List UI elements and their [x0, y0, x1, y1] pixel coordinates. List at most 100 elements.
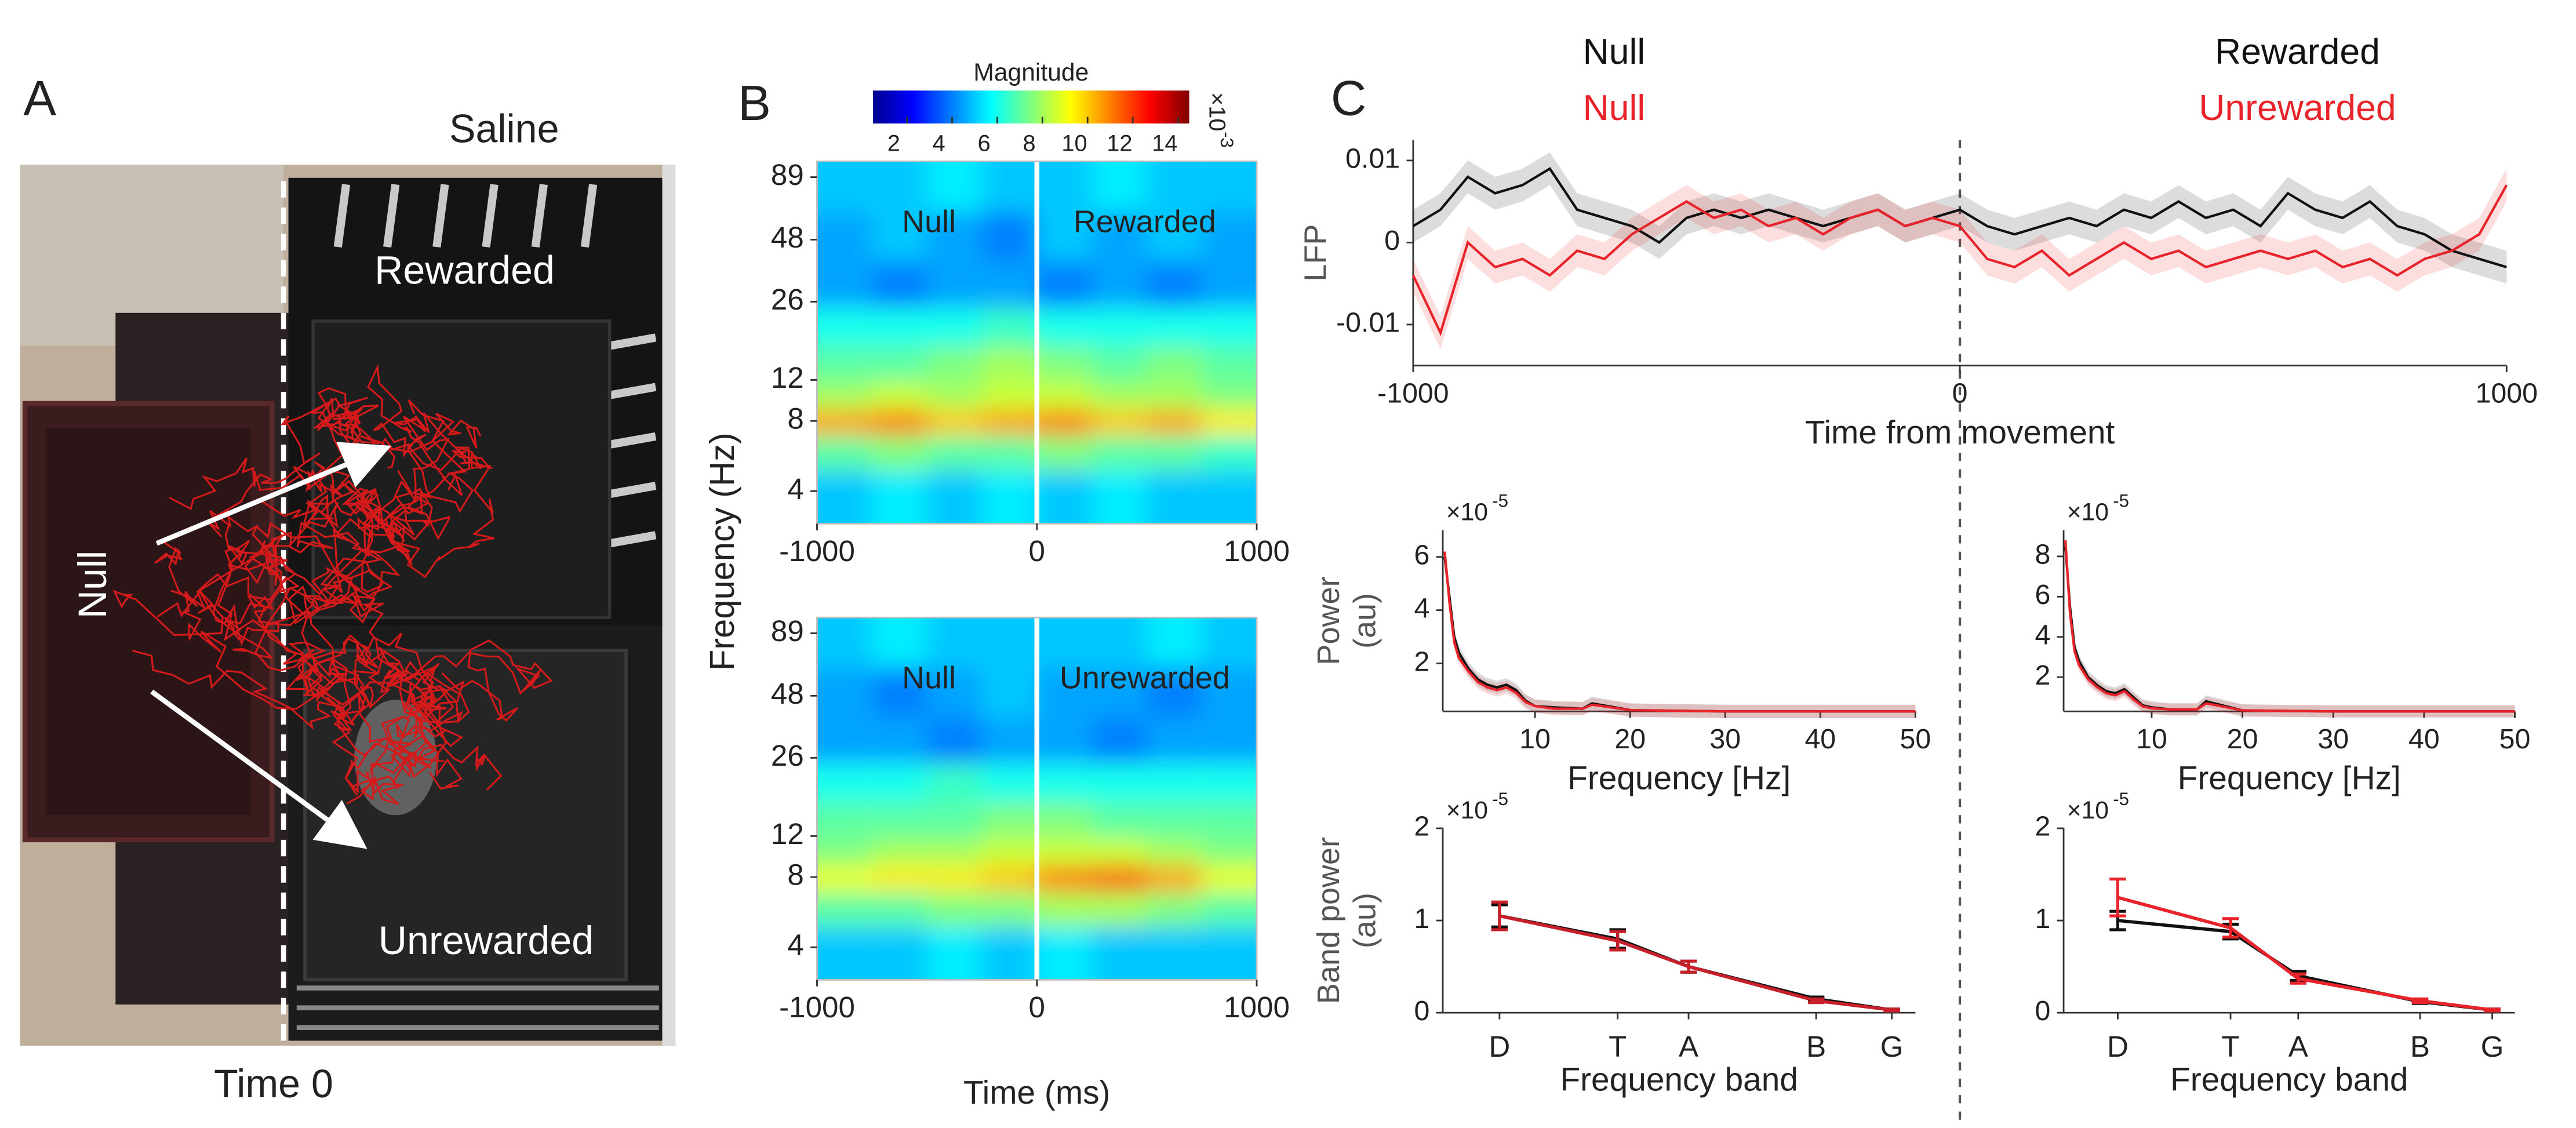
colorbar-multiplier: ×10 -3 [1205, 92, 1237, 148]
heatmap-cell [872, 865, 927, 892]
x-tick-label: 0 [1029, 991, 1045, 1024]
error-bar [1807, 997, 1825, 1005]
heatmap-cell [1091, 926, 1147, 980]
x-tick-label: 20 [2227, 723, 2258, 755]
error-bar [2484, 1007, 2501, 1013]
x-tick-label: 30 [1709, 723, 1741, 755]
heatmap-cell [927, 435, 982, 471]
heatmap-cell [981, 717, 1037, 764]
heatmap-cell [817, 435, 872, 471]
trajectory [232, 619, 553, 722]
trajectory [225, 515, 470, 738]
y-axis-label: Band power [1311, 837, 1346, 1004]
heatmap-cell [1147, 470, 1202, 524]
x-tick-label: A [1679, 1030, 1698, 1063]
heatmap-cell [817, 212, 872, 261]
x-tick-label: 40 [2408, 723, 2440, 755]
series-line [1499, 914, 1893, 1012]
trajectory [208, 387, 379, 538]
heatmap-cell [1091, 837, 1147, 866]
annotation: Rewarded [2215, 31, 2380, 72]
y-axis-label: Power [1311, 577, 1346, 665]
heatmap-cell [1091, 668, 1147, 718]
error-band [2065, 534, 2515, 718]
series-line [1443, 551, 1916, 713]
heatmap-cell [981, 409, 1037, 436]
heatmap-cell [981, 763, 1037, 803]
heatmap-cell [1036, 668, 1092, 718]
heatmap-cell [817, 617, 872, 668]
y-tick-label: -0.01 [1336, 307, 1400, 339]
heatmap-cell [817, 409, 872, 436]
x-tick-label: 10 [1519, 723, 1551, 755]
heatmap-cell [1147, 668, 1202, 718]
x-tick-label: T [2221, 1030, 2239, 1063]
multiplier: ×10 [2067, 796, 2109, 824]
heatmap-cell [872, 212, 927, 261]
x-axis-label: Time (ms) [963, 1075, 1110, 1111]
y-tick-label: 6 [2035, 579, 2050, 610]
heatmap-cell [872, 435, 927, 471]
heatmap-cell [1036, 409, 1092, 436]
heatmap-cell [1091, 409, 1147, 436]
heatmap-cell [1036, 346, 1092, 381]
error-bar [2290, 972, 2307, 985]
error-band [1413, 169, 2507, 350]
y-axis-label: (au) [1348, 593, 1382, 649]
heatmap-cell [981, 865, 1037, 892]
x-tick-label: 40 [1804, 723, 1836, 755]
x-tick-label: G [2481, 1030, 2504, 1063]
multiplier: ×10 [1205, 92, 1230, 131]
heatmap-cell [981, 617, 1037, 668]
annotation: Unrewarded [2199, 88, 2396, 128]
heatmap-cell [1147, 212, 1202, 261]
heatmap-cell [1147, 435, 1202, 471]
heatmap-cell [1091, 470, 1147, 524]
heatmap-cell [1147, 617, 1202, 668]
heatmap-cell [1091, 892, 1147, 927]
heatmap-cell [1147, 837, 1202, 866]
heatmap-cell [817, 381, 872, 410]
heatmap-cell [817, 892, 872, 927]
colorbar-tick-label: 12 [1107, 130, 1132, 156]
y-tick-label: 26 [771, 739, 804, 772]
series-line [2064, 546, 2515, 713]
heatmap-cell [1036, 617, 1092, 668]
heatmap-cell [981, 381, 1037, 410]
arena-photo [20, 165, 676, 1046]
heatmap-cell [927, 470, 982, 524]
heatmap-cell [981, 926, 1037, 980]
heatmap-cell [1036, 802, 1092, 838]
y-tick-label: 4 [787, 472, 803, 505]
heatmap-cell [981, 668, 1037, 718]
y-tick-label: 4 [1414, 592, 1429, 624]
heatmap-cell [1202, 381, 1257, 410]
heatmap-cell [1202, 668, 1257, 718]
heatmap-cell [927, 802, 982, 838]
x-tick-label: 20 [1614, 723, 1646, 755]
y-tick-label: 0 [1384, 225, 1400, 256]
x-tick-label: 30 [2317, 723, 2349, 755]
heatmap-cell [1202, 212, 1257, 261]
heatmap-cell [1202, 409, 1257, 436]
heatmap-cell [1202, 261, 1257, 308]
heatmap-cell [1147, 381, 1202, 410]
heatmap-cell [1202, 802, 1257, 838]
heatmap-cell [927, 307, 982, 347]
y-tick-label: 1 [2035, 903, 2050, 934]
y-tick-label: 0.01 [1345, 143, 1400, 174]
multiplier: ×10 [1446, 796, 1488, 824]
heatmap-cell [1036, 212, 1092, 261]
heatmap-cell [872, 346, 927, 381]
heatmap-cell [1202, 470, 1257, 524]
series-line [2117, 919, 2493, 1012]
colorbar-tick-label: 14 [1152, 130, 1177, 156]
heatmap-cell [817, 802, 872, 838]
y-tick-label: 4 [2035, 620, 2050, 651]
colorbar-tick-label: 6 [978, 130, 991, 156]
x-tick-label: T [1609, 1030, 1627, 1063]
heatmap-cell [927, 617, 982, 668]
heatmap-cell [1036, 865, 1092, 892]
